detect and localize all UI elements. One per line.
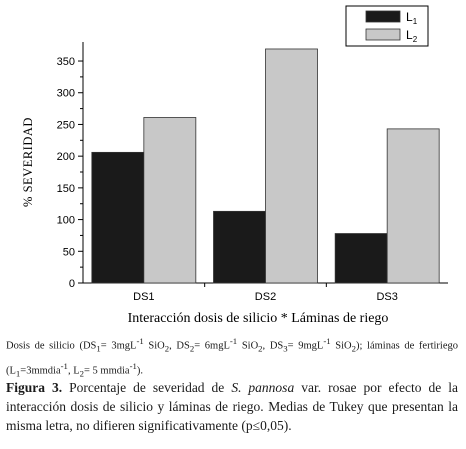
note-sub: 2 (164, 343, 170, 354)
note-text: = 3mgL (100, 340, 137, 352)
x-axis-label: Interacción dosis de silicio * Láminas d… (128, 311, 389, 326)
note-sup: -1 (229, 336, 238, 346)
x-tick-label: DS3 (376, 291, 397, 303)
note-sub: 1 (96, 343, 101, 354)
legend-label: L2 (406, 28, 418, 44)
figure-label: Figura 3. (6, 380, 63, 395)
chart-note: Dosis de silicio (DS1= 3mgL-1 SiO2, DS2=… (6, 333, 458, 382)
plot-area: 0 50 100 150 200 250 300 350 DS1 DS2 DS3 (57, 42, 448, 303)
note-sup: -1 (129, 360, 137, 371)
note-text: ). (136, 365, 143, 377)
caption-text: var. rosae por efecto de la interacción … (6, 380, 458, 433)
y-tick-label: 300 (57, 88, 75, 100)
note-text: =3mmdia (20, 365, 61, 377)
note-text: , DS (169, 340, 190, 352)
x-tick-label: DS1 (133, 291, 154, 303)
note-sup: -1 (136, 336, 144, 346)
note-text: , DS (262, 340, 284, 352)
caption-text: Porcentaje de severidad de (62, 380, 232, 395)
y-tick-label: 150 (57, 183, 75, 195)
note-text: SiO (143, 340, 165, 352)
note-sub: 3 (283, 343, 288, 354)
note-text: = 5 mmdia (83, 365, 130, 377)
note-sub: 2 (351, 343, 356, 354)
note-sub: 1 (15, 368, 21, 379)
bar-ds3-series-1 (334, 233, 388, 284)
y-tick-label: 200 (57, 151, 75, 163)
note-sup: -1 (323, 336, 331, 346)
note-text: SiO (237, 340, 259, 352)
note-sub: 2 (79, 368, 84, 379)
bar-ds1-series-2 (143, 117, 197, 284)
bar-ds1-series-1 (91, 151, 145, 284)
note-text: ); láminas de fertiriego (L (6, 340, 458, 377)
bar-ds2-series-2 (265, 48, 318, 284)
note-sub: 2 (189, 343, 195, 354)
note-text: = 6mgL (194, 340, 230, 352)
y-tick-label: 50 (63, 246, 75, 258)
y-tick-label: 100 (57, 215, 75, 227)
species-name: S. pannosa (231, 380, 295, 395)
legend-label: L1 (406, 10, 418, 26)
legend-swatch (365, 28, 401, 41)
y-axis-label: % SEVERIDAD (21, 117, 35, 207)
y-tick-label: 350 (57, 56, 75, 68)
note-text: = 9mgL (287, 340, 324, 352)
x-tick-label: DS2 (255, 291, 276, 303)
y-tick-label: 0 (69, 278, 75, 290)
note-text: Dosis de silicio (DS (6, 340, 97, 352)
note-sup: -1 (60, 360, 68, 371)
y-tick-label: 250 (57, 119, 75, 131)
bar-ds3-series-2 (386, 128, 440, 284)
note-text: , L (67, 365, 80, 377)
note-text: SiO (330, 340, 352, 352)
bar-ds2-series-1 (213, 210, 266, 284)
note-sub: 2 (258, 343, 263, 354)
figure-caption: Figura 3. Porcentaje de severidad de S. … (6, 378, 458, 435)
legend-swatch (365, 10, 401, 23)
